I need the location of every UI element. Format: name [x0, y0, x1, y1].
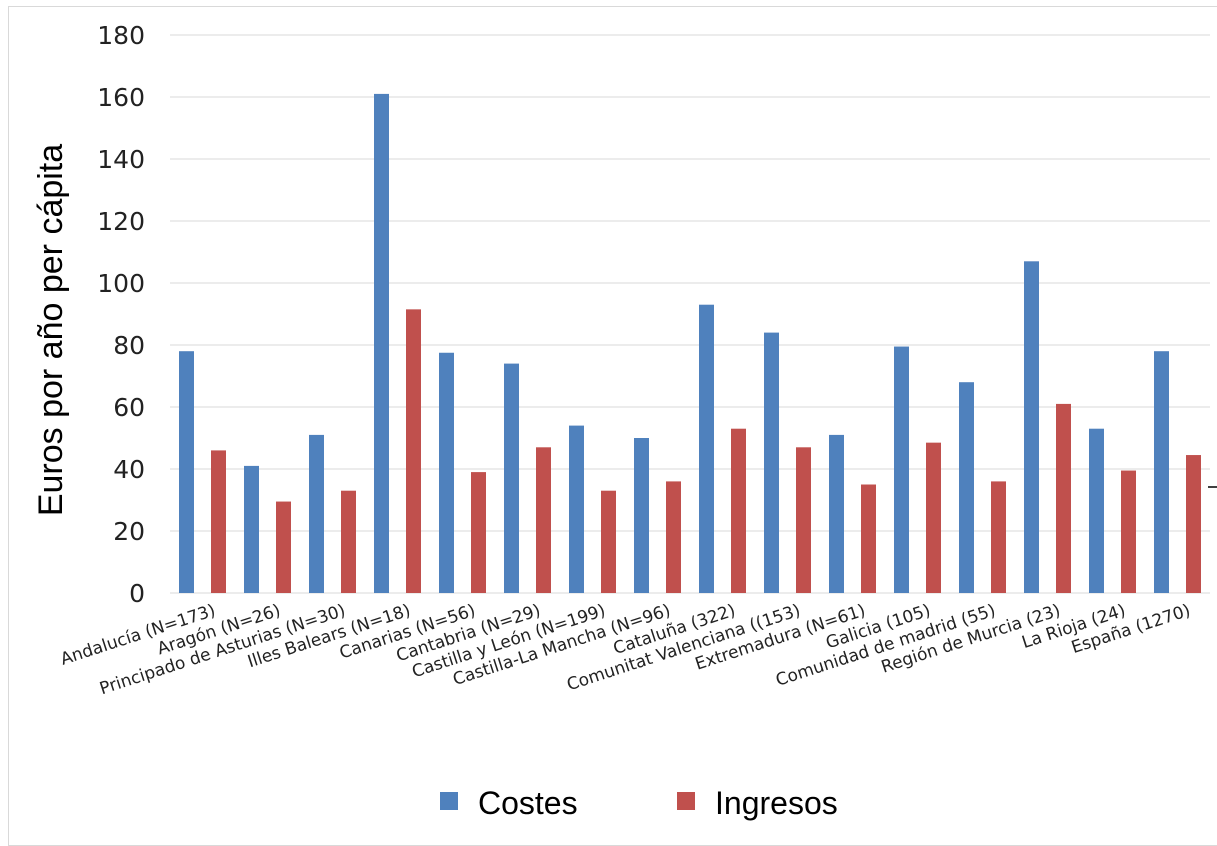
bar-ingresos: [211, 450, 226, 593]
bar-ingresos: [406, 309, 421, 593]
bar-costes: [634, 438, 649, 593]
y-tick-label: 80: [113, 331, 145, 360]
bar-costes: [374, 93, 389, 594]
bar-ingresos: [926, 442, 941, 593]
bar-ingresos: [1056, 403, 1071, 593]
legend-label-costes: Costes: [478, 785, 578, 821]
y-tick-label: 140: [97, 145, 145, 174]
bar-ingresos: [796, 447, 811, 593]
bar-costes: [569, 425, 584, 593]
bar-costes: [179, 351, 194, 593]
bar-costes: [1089, 428, 1104, 593]
bar-costes: [504, 363, 519, 593]
bar-ingresos: [1121, 470, 1136, 593]
legend-swatch-costes: [440, 792, 458, 810]
y-tick-label: 40: [113, 455, 145, 484]
y-tick-label: 20: [113, 517, 145, 546]
bar-costes: [829, 434, 844, 593]
legend: Costes Ingresos: [440, 785, 838, 821]
bar-ingresos: [601, 490, 616, 593]
y-tick-label: 100: [97, 269, 145, 298]
bar-ingresos: [1186, 455, 1201, 593]
bars: [179, 93, 1201, 594]
bar-ingresos: [471, 472, 486, 593]
gridlines: [170, 34, 1210, 594]
bar-costes: [244, 465, 259, 593]
y-tick-label: 60: [113, 393, 145, 422]
bar-ingresos: [276, 501, 291, 593]
x-axis-ticks: Andalucía (N=173)Aragón (N=26)Principado…: [58, 601, 1193, 699]
bar-costes: [764, 332, 779, 593]
legend-swatch-ingresos: [677, 792, 695, 810]
bar-ingresos: [991, 481, 1006, 593]
y-tick-label: 120: [97, 207, 145, 236]
y-tick-label: 160: [97, 83, 145, 112]
bar-ingresos: [731, 428, 746, 593]
bar-costes: [699, 304, 714, 593]
y-tick-label: 0: [129, 579, 145, 608]
y-tick-label: 180: [97, 21, 145, 50]
legend-label-ingresos: Ingresos: [715, 785, 838, 821]
bar-costes: [1154, 351, 1169, 593]
bar-costes: [959, 382, 974, 593]
bar-costes: [439, 352, 454, 593]
bar-ingresos: [341, 490, 356, 593]
bar-ingresos: [536, 447, 551, 593]
bar-ingresos: [861, 484, 876, 593]
y-axis-ticks: 0 20 40 60 80 100 120 140 160 180: [97, 21, 145, 608]
y-axis-label: Euros por año per cápita: [32, 144, 70, 516]
bar-costes: [309, 434, 324, 593]
bar-costes: [1024, 261, 1039, 593]
bar-ingresos: [666, 481, 681, 593]
bar-costes: [894, 346, 909, 593]
